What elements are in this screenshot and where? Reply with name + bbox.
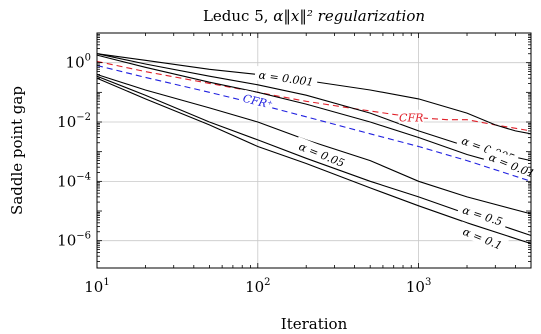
x-tick-label: 101 — [84, 277, 109, 296]
label-background — [483, 147, 541, 182]
x-tick-label: 102 — [245, 277, 270, 296]
series-line — [96, 77, 532, 245]
chart-title: Leduc 5, α‖x‖² regularization — [203, 7, 425, 25]
series-line — [96, 53, 532, 135]
series-lines — [96, 53, 532, 245]
y-tick-label: 100 — [66, 53, 91, 72]
series-label-text: CFR — [399, 112, 423, 125]
series-label-text: α = 0.1 — [461, 225, 504, 252]
y-tick-label: 10−6 — [57, 231, 91, 250]
x-axis-label: Iteration — [281, 315, 348, 333]
series-line — [96, 75, 532, 237]
chart-title-prefix: Leduc 5, — [203, 7, 273, 25]
series-line — [96, 54, 532, 173]
series-label-text: α = 0.001 — [258, 68, 314, 89]
series-line — [96, 60, 532, 132]
label-background — [457, 221, 509, 254]
label-background — [254, 65, 319, 89]
x-tick-label: 103 — [406, 277, 431, 296]
series-line — [96, 53, 532, 162]
chart-title-math: α‖x‖² regularization — [273, 7, 425, 25]
x-axis-ticks: 101 102 103 — [84, 33, 532, 296]
plot-frame — [96, 32, 532, 269]
label-background — [241, 89, 275, 111]
y-tick-label: 10−2 — [57, 112, 91, 131]
y-axis-ticks: 100 10−2 10−4 10−6 — [57, 32, 531, 262]
label-background — [398, 109, 424, 124]
y-axis-label: Saddle point gap — [8, 86, 26, 215]
series-line — [96, 64, 532, 182]
series-label: CFR — [398, 109, 424, 125]
series-label: α = 0.05 — [293, 136, 351, 171]
y-tick-label: 10−4 — [57, 171, 91, 190]
label-background — [293, 136, 351, 171]
label-background — [456, 200, 509, 230]
